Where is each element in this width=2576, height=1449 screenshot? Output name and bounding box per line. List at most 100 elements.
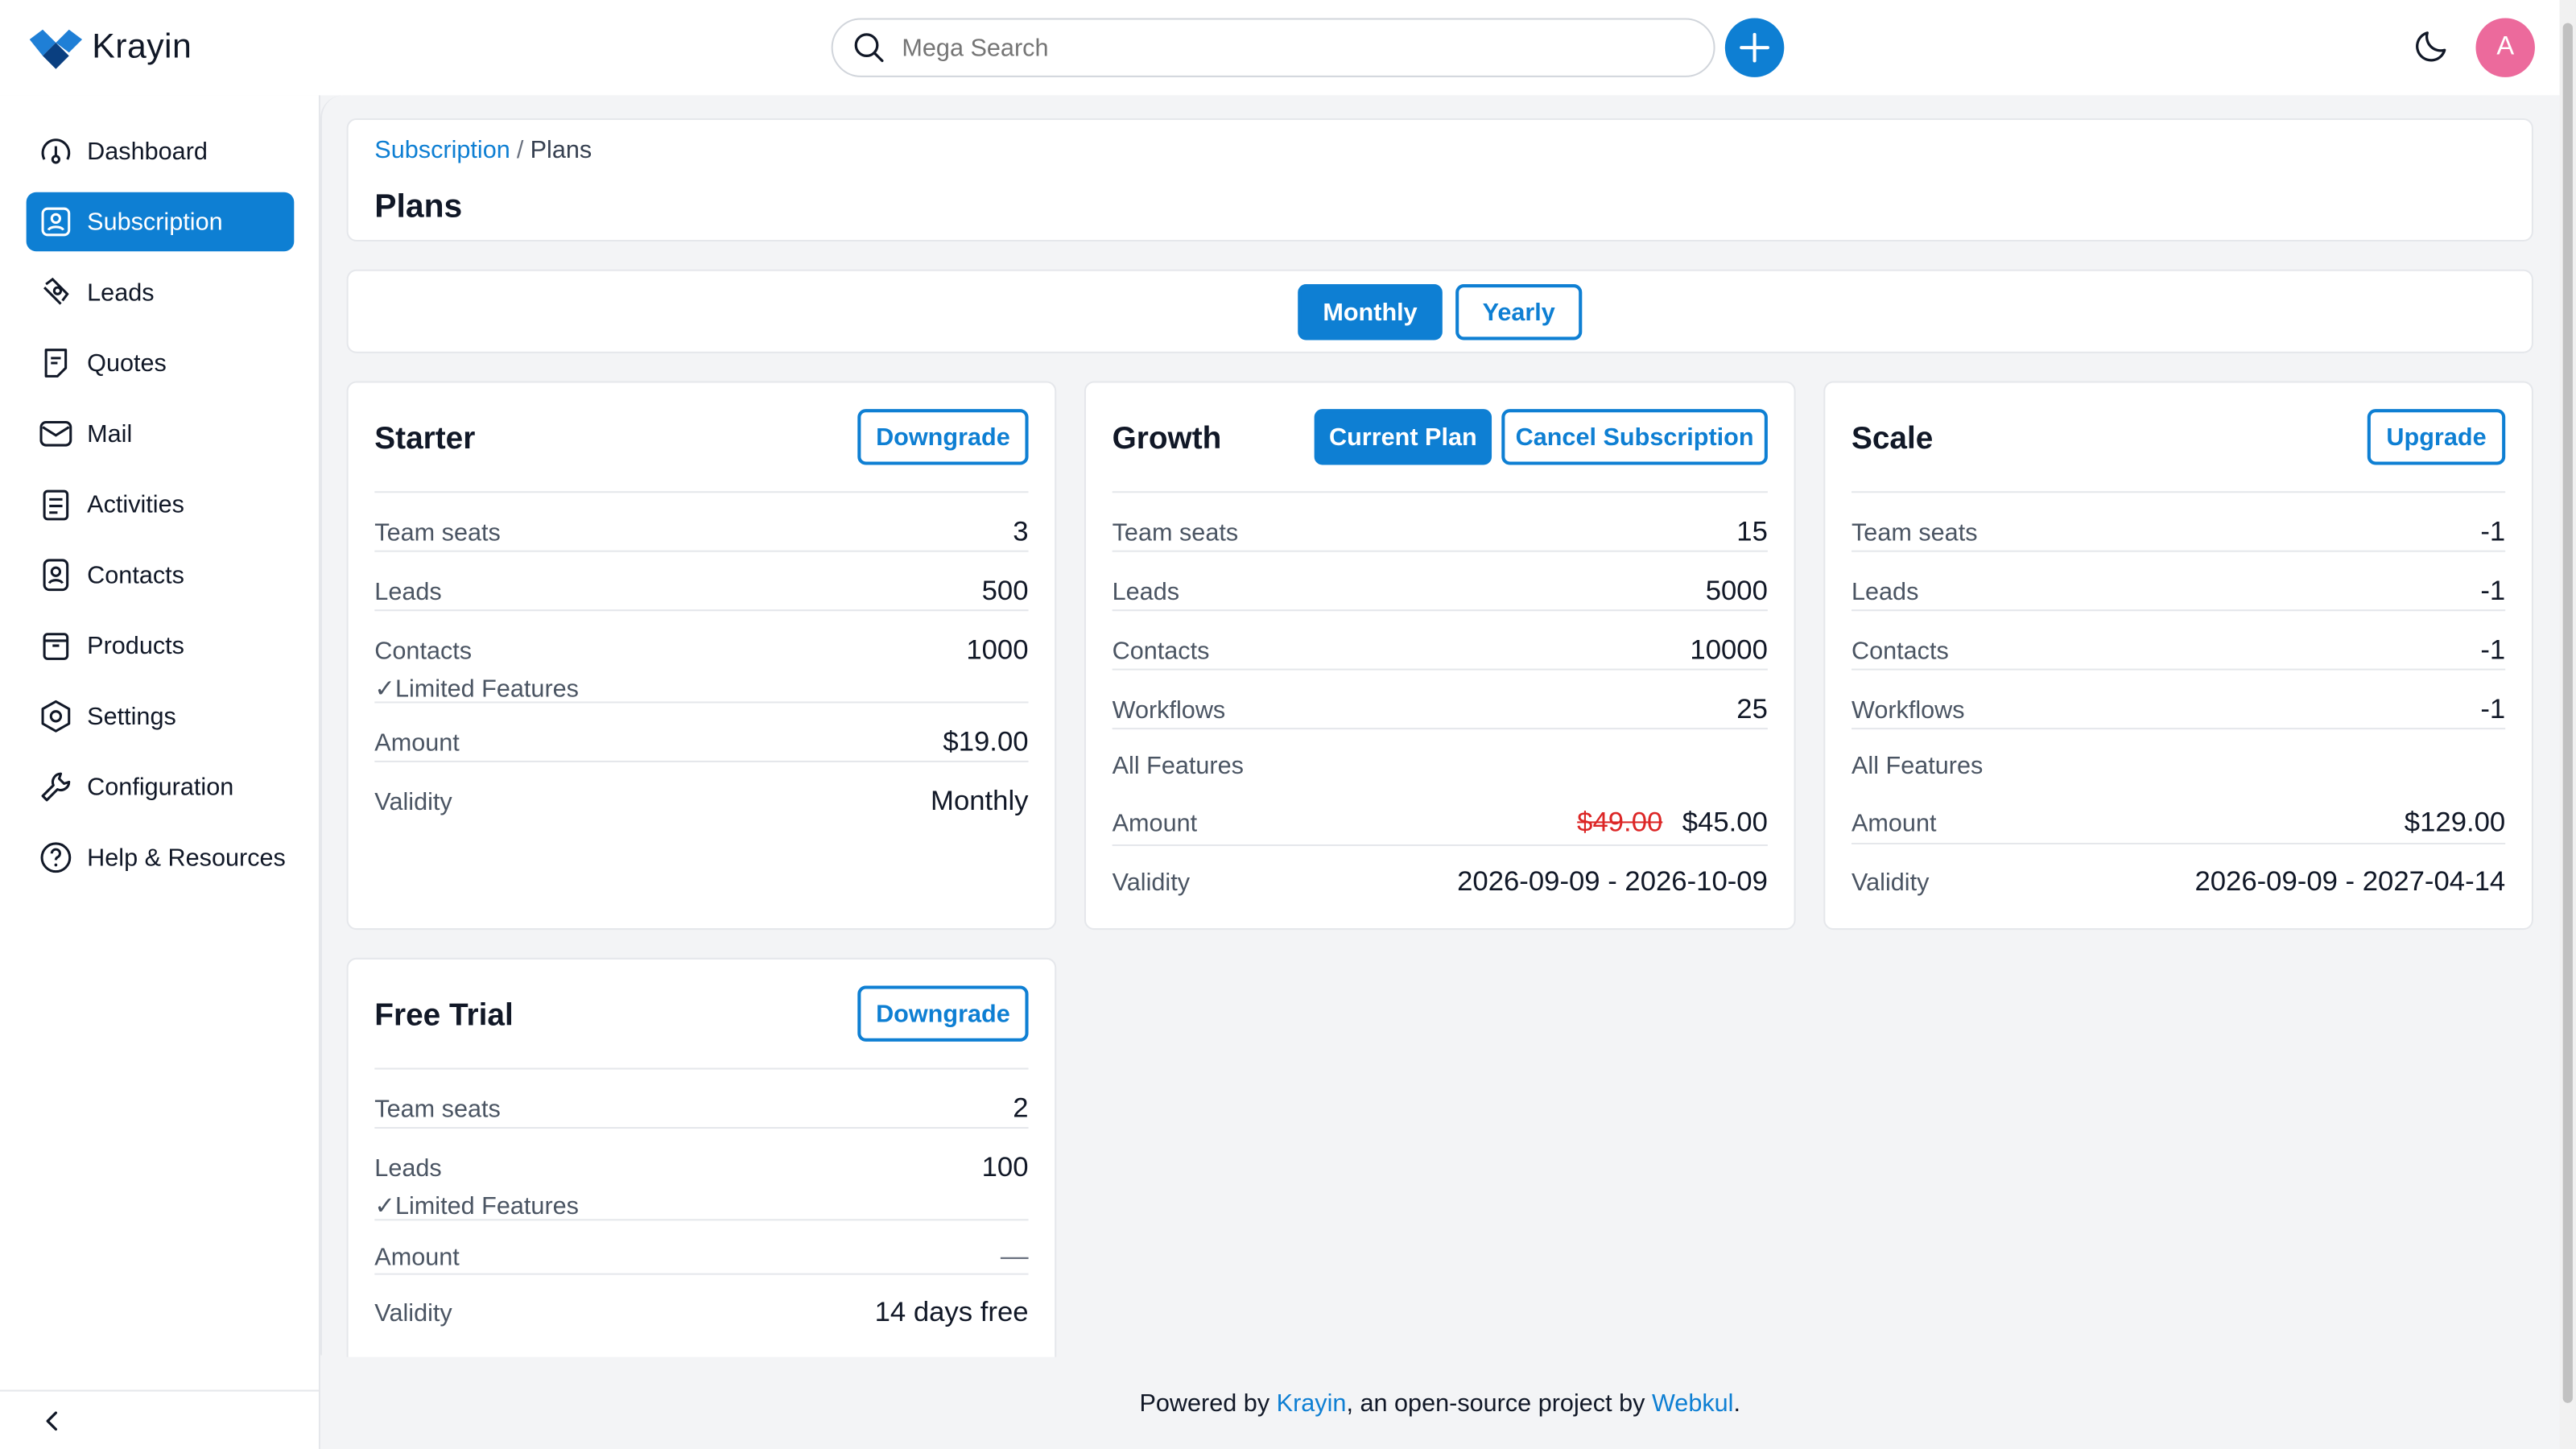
mega-search[interactable] [831,18,1715,77]
page-scrollbar[interactable] [2559,0,2576,1449]
row-value: -1 [2480,575,2506,607]
plan-card-free-trial: Free Trial Downgrade Team seats 2 Leads … [346,957,1057,1368]
upgrade-button[interactable]: Upgrade [2367,409,2506,465]
row-value: 1000 [966,634,1029,666]
billing-toggle-card: Monthly Yearly [346,269,2533,353]
row-label: Validity [1851,869,1930,898]
breadcrumb-subscription-link[interactable]: Subscription [374,136,510,165]
row-label: Contacts [374,637,473,666]
krayin-logo-icon [29,29,83,69]
sidebar-item-help[interactable]: Help & Resources [27,828,295,887]
sidebar-item-configuration[interactable]: Configuration [27,758,295,816]
chevron-left-icon [46,1410,58,1430]
breadcrumb-current: Plans [530,136,592,165]
plan-name: Free Trial [374,998,514,1034]
row-value: 2 [1013,1092,1029,1124]
features-note: All Features [1112,752,1244,781]
contacts-icon [43,559,69,592]
sidebar-item-dashboard[interactable]: Dashboard [27,122,295,180]
sidebar-item-contacts[interactable]: Contacts [27,546,295,605]
footer: Powered by Krayin, an open-source projec… [320,1356,2560,1449]
row-label: Contacts [1112,637,1210,666]
leads-icon [43,277,69,305]
app-name: Krayin [92,27,192,66]
downgrade-button[interactable]: Downgrade [857,409,1029,465]
footer-webkul-link[interactable]: Webkul [1651,1389,1734,1418]
check-icon: ✓ [374,1192,395,1221]
sidebar: Dashboard Subscription Leads Quotes Mail… [0,95,320,1449]
features-note-text: Limited Features [394,1192,579,1221]
footer-krayin-link[interactable]: Krayin [1276,1389,1347,1418]
monthly-toggle-button[interactable]: Monthly [1298,284,1443,341]
sidebar-item-label: Activities [87,490,184,518]
avatar-initial: A [2496,32,2515,61]
row-label: Leads [1112,578,1180,607]
quick-create-button[interactable] [1724,18,1785,77]
divider [374,760,1029,762]
sidebar-item-label: Help & Resources [87,843,286,872]
sidebar-item-products[interactable]: Products [27,616,295,675]
dashboard-icon [41,138,71,164]
subscription-icon [41,207,71,237]
downgrade-button[interactable]: Downgrade [857,985,1029,1042]
row-value: 500 [981,575,1029,607]
current-plan-badge: Current Plan [1314,409,1492,465]
activities-icon [43,489,69,521]
row-label: Workflows [1851,696,1965,724]
original-price: $49.00 [1577,807,1663,838]
user-avatar[interactable]: A [2475,18,2535,77]
sidebar-collapse-button[interactable] [0,1389,320,1449]
row-label: Amount [1851,810,1937,838]
divider [374,1126,1029,1129]
search-input[interactable] [898,31,1662,64]
divider [374,1067,1029,1070]
sidebar-item-label: Mail [87,419,133,448]
settings-icon [41,700,71,733]
top-header: Krayin A [0,0,2560,96]
divider [1112,668,1768,671]
row-value: 3 [1013,515,1029,547]
divider [1851,842,2506,844]
footer-middle: , an open-source project by [1346,1389,1645,1418]
row-value: 2026-09-09 - 2026-10-09 [1457,865,1768,898]
sidebar-item-label: Settings [87,702,176,731]
sidebar-item-settings[interactable]: Settings [27,687,295,745]
row-label: Leads [374,1154,442,1183]
sidebar-item-label: Products [87,631,184,660]
row-value: 14 days free [874,1296,1029,1327]
breadcrumb-separator: / [516,136,524,165]
divider [1112,844,1768,847]
row-label: Validity [1112,869,1191,898]
divider [374,550,1029,552]
breadcrumb: Subscription / Plans [374,136,592,164]
sidebar-item-mail[interactable]: Mail [27,404,295,463]
sidebar-item-label: Contacts [87,560,184,589]
row-value: -1 [2480,515,2506,547]
search-icon [854,33,884,63]
plan-name: Starter [374,422,476,457]
cancel-subscription-button[interactable]: Cancel Subscription [1501,409,1768,465]
sidebar-item-quotes[interactable]: Quotes [27,333,295,392]
yearly-toggle-button[interactable]: Yearly [1455,284,1583,341]
row-value: $19.00 [943,726,1029,758]
row-value: Monthly [931,785,1029,817]
sidebar-item-label: Quotes [87,349,167,378]
dark-mode-toggle-icon[interactable] [2412,27,2451,66]
app-logo[interactable]: Krayin [29,27,192,69]
configuration-icon [41,772,71,802]
divider [1851,728,2506,730]
row-value: $129.00 [2404,807,2506,838]
sidebar-item-activities[interactable]: Activities [27,475,295,534]
sidebar-item-subscription[interactable]: Subscription [26,192,295,252]
divider [1851,668,2506,671]
divider [1851,491,2506,493]
scrollbar-thumb[interactable] [2562,23,2573,1403]
row-label: Validity [374,788,452,817]
row-value: 2026-09-09 - 2027-04-14 [2194,865,2506,898]
row-label: Amount [374,1243,460,1272]
sidebar-item-leads[interactable]: Leads [27,263,295,322]
row-label: Team seats [374,518,501,547]
discounted-price: $45.00 [1682,807,1768,838]
divider [374,609,1029,612]
